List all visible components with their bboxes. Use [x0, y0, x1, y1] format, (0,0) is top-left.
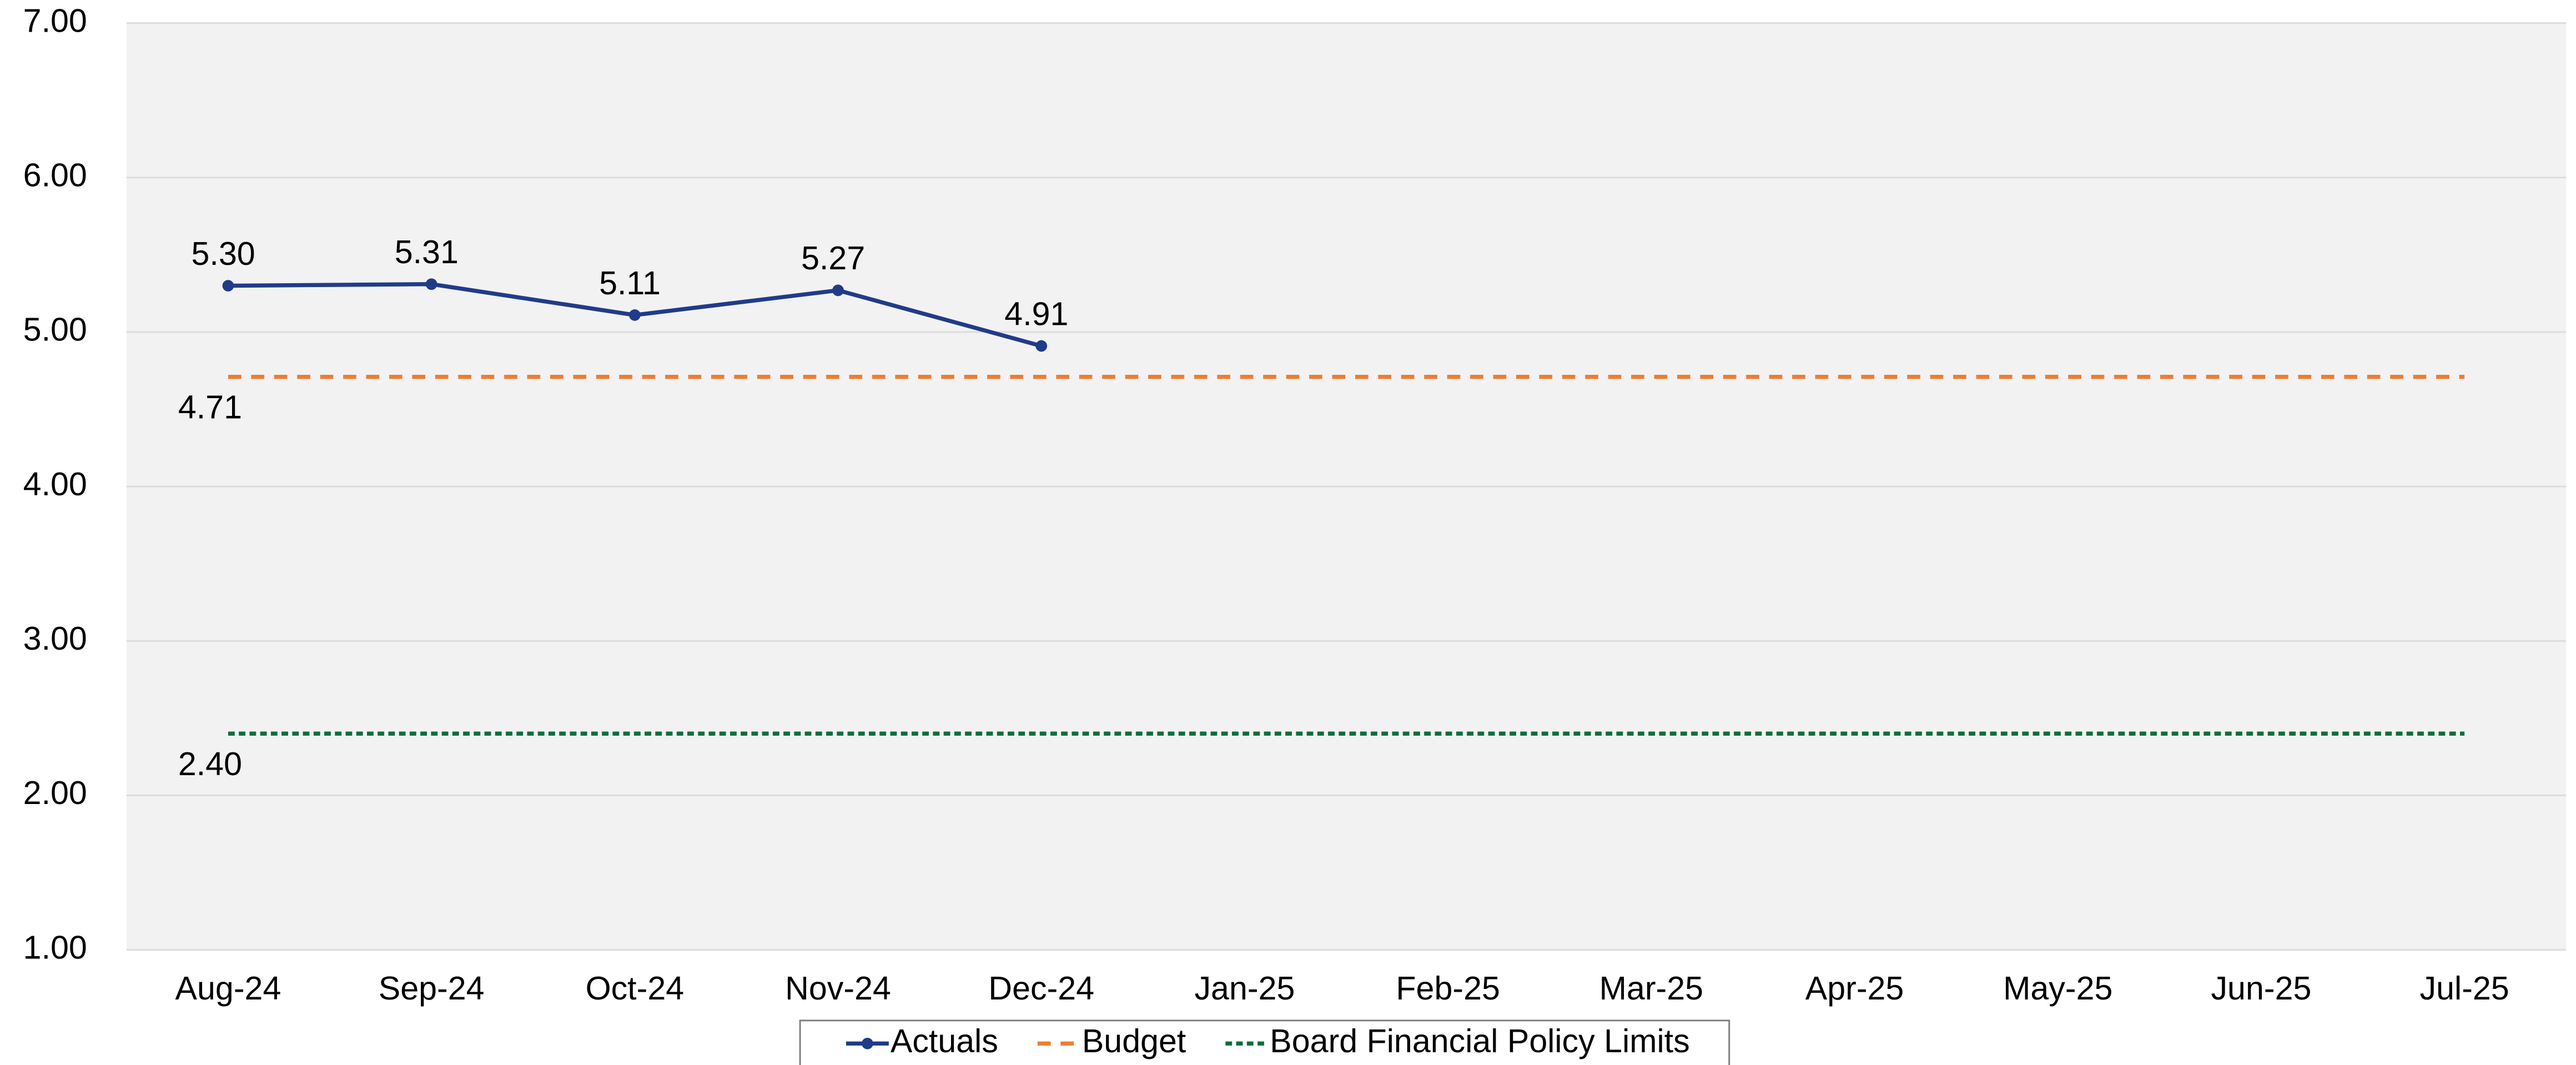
data-point: [628, 309, 641, 321]
legend: Actuals Budget Board Financial Policy Limi…: [799, 1019, 1730, 1065]
x-tick-label: Feb-25: [1396, 969, 1500, 1007]
y-tick-label: 4.00: [23, 465, 87, 503]
legend-label: Actuals: [890, 1022, 998, 1059]
legend-marker: [862, 1037, 873, 1049]
x-tick-label: Apr-25: [1805, 969, 1904, 1007]
y-tick-label: 1.00: [23, 928, 87, 966]
x-tick-label: Sep-24: [379, 969, 485, 1007]
x-tick-label: Mar-25: [1599, 969, 1703, 1007]
data-label: 4.91: [1004, 295, 1068, 332]
y-tick-label: 5.00: [23, 311, 87, 348]
legend-label: Board Financial Policy Limits: [1270, 1022, 1689, 1059]
data-label: 5.11: [599, 264, 661, 302]
data-label: 5.27: [801, 239, 865, 277]
legend-box: [799, 1019, 1730, 1065]
x-tick-label: Oct-24: [586, 969, 685, 1007]
data-label: 2.40: [178, 745, 242, 782]
y-tick-label: 2.00: [23, 774, 87, 811]
x-tick-label: Aug-24: [175, 969, 281, 1007]
data-point: [222, 280, 234, 292]
legend-label: Budget: [1082, 1022, 1186, 1059]
x-tick-label: Nov-24: [785, 969, 891, 1007]
x-tick-label: May-25: [2003, 969, 2112, 1007]
data-point: [1035, 340, 1048, 352]
y-tick-label: 6.00: [23, 156, 87, 193]
y-tick-label: 7.00: [23, 2, 87, 39]
x-tick-label: Dec-24: [988, 969, 1094, 1007]
data-point: [425, 278, 437, 290]
data-point: [832, 284, 844, 297]
x-tick-label: Jul-25: [2420, 969, 2509, 1007]
x-tick-label: Jun-25: [2211, 969, 2311, 1007]
y-tick-label: 3.00: [23, 620, 87, 657]
data-label: 4.71: [178, 388, 242, 425]
x-tick-label: Jan-25: [1194, 969, 1295, 1007]
data-label: 5.30: [191, 235, 255, 272]
data-label: 5.31: [395, 233, 459, 270]
